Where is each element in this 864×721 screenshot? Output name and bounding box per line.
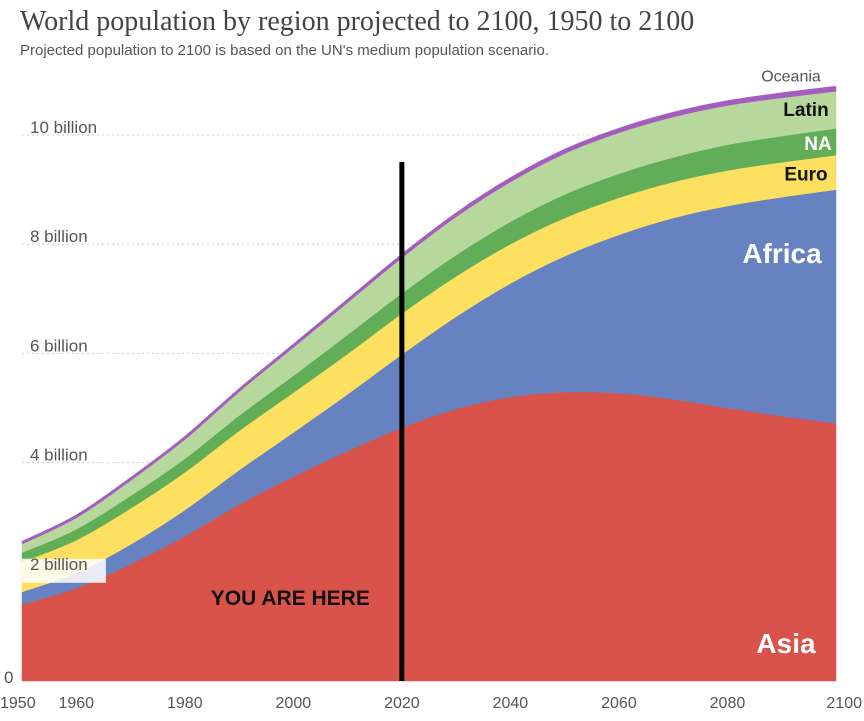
ytick-label: 2 billion xyxy=(30,555,88,574)
series-label-oceania: Oceania xyxy=(761,68,821,85)
series-label-euro: Euro xyxy=(784,164,827,185)
marker: YOU ARE HERE xyxy=(211,162,405,681)
ytick-backdrop xyxy=(22,558,106,583)
series-label-latin: Latin xyxy=(783,100,828,121)
xtick-label: 2000 xyxy=(276,695,312,712)
xtick-label: 2040 xyxy=(493,695,529,712)
ytick-label: 8 billion xyxy=(30,227,88,246)
y-axis-ticks: 0 2 billion 4 billion 6 billion 8 billion 10 … xyxy=(4,118,106,687)
series-label-na: NA xyxy=(804,134,832,155)
ytick-label: 4 billion xyxy=(30,446,88,465)
xtick-label: 2080 xyxy=(710,695,746,712)
xtick-label: 2020 xyxy=(384,695,420,712)
chart-subtitle: Projected population to 2100 is based on… xyxy=(20,42,550,59)
you-are-here-label: YOU ARE HERE xyxy=(211,587,370,610)
xtick-label: 2060 xyxy=(601,695,637,712)
series-label-asia: Asia xyxy=(756,628,816,659)
chart-title: World population by region projected to … xyxy=(20,6,695,37)
series-labels: Asia Africa Euro NA Latin Oceania xyxy=(742,68,832,659)
area-series xyxy=(21,85,837,682)
oceania-line xyxy=(21,85,837,545)
xtick-label: 2100 xyxy=(826,695,862,712)
ytick-label: 10 billion xyxy=(30,118,97,137)
xtick-label: 1980 xyxy=(167,695,203,712)
ytick-label: 0 xyxy=(4,668,13,687)
x-axis-ticks: 1950 1960 1980 2000 2020 2040 2060 2080 2100 xyxy=(0,695,862,712)
xtick-label: 1960 xyxy=(58,695,94,712)
ytick-label: 6 billion xyxy=(30,336,88,355)
xtick-label: 1950 xyxy=(0,695,36,712)
series-label-africa: Africa xyxy=(742,238,822,269)
